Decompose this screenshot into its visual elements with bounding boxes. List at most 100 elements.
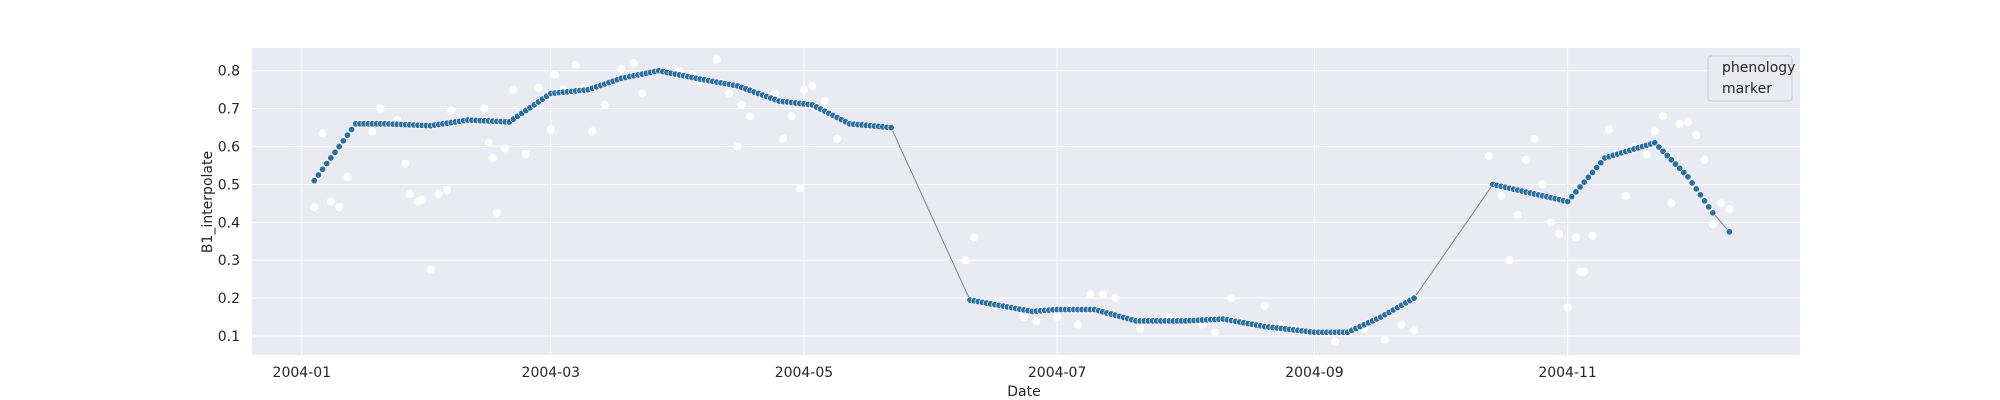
y-tick-label: 0.1 bbox=[218, 329, 240, 345]
marker-point bbox=[546, 125, 555, 134]
marker-point bbox=[799, 85, 808, 94]
marker-point bbox=[737, 100, 746, 109]
marker-point bbox=[534, 83, 543, 92]
y-tick-label: 0.5 bbox=[218, 177, 240, 193]
legend-entry-phenology: phenology bbox=[1722, 60, 1795, 76]
phenology-point bbox=[1671, 160, 1679, 168]
phenology-point bbox=[335, 143, 343, 151]
marker-point bbox=[808, 81, 817, 90]
marker-point bbox=[1621, 191, 1630, 200]
marker-point bbox=[820, 97, 829, 106]
marker-point bbox=[795, 184, 804, 193]
marker-point bbox=[1530, 134, 1539, 143]
marker-point bbox=[509, 85, 518, 94]
marker-point bbox=[550, 70, 559, 79]
phenology-bridge-line bbox=[890, 127, 971, 301]
phenology-point bbox=[1692, 185, 1700, 193]
marker-point bbox=[617, 64, 626, 73]
y-tick-label: 0.3 bbox=[218, 253, 240, 269]
marker-point bbox=[376, 104, 385, 113]
marker-point bbox=[1136, 324, 1145, 333]
y-tick-label: 0.8 bbox=[218, 64, 240, 80]
phenology-point bbox=[1651, 139, 1659, 147]
y-tick-labels: 0.1 0.2 0.3 0.4 0.5 0.6 0.7 0.8 bbox=[218, 64, 240, 345]
marker-point bbox=[1650, 127, 1659, 136]
marker-point bbox=[1260, 301, 1269, 310]
marker-point bbox=[310, 203, 319, 212]
phenology-bridge-line bbox=[1712, 212, 1730, 233]
plot-background bbox=[252, 48, 1800, 355]
phenology-point bbox=[339, 137, 347, 145]
marker-point bbox=[725, 89, 734, 98]
marker-point bbox=[405, 189, 414, 198]
marker-point bbox=[712, 55, 721, 64]
phenology-point bbox=[1659, 147, 1667, 155]
phenology-point bbox=[1696, 191, 1704, 199]
phenology-point bbox=[1588, 168, 1596, 176]
marker-point bbox=[1513, 210, 1522, 219]
phenology-point bbox=[1684, 173, 1692, 181]
phenology-point bbox=[1688, 179, 1696, 187]
phenology-point bbox=[343, 131, 351, 139]
marker-point bbox=[1410, 326, 1419, 335]
marker-point bbox=[1053, 313, 1062, 322]
phenology-point bbox=[1564, 198, 1572, 206]
marker-point bbox=[1546, 218, 1555, 227]
marker-point bbox=[746, 112, 755, 121]
phenology-point bbox=[319, 165, 327, 173]
marker-point bbox=[1555, 229, 1564, 238]
marker-point bbox=[480, 104, 489, 113]
marker-point bbox=[629, 59, 638, 68]
marker-point bbox=[1659, 112, 1668, 121]
phenology-bridge-line bbox=[1413, 184, 1494, 299]
marker-point bbox=[1227, 294, 1236, 303]
x-tick-label: 2004-03 bbox=[522, 365, 581, 381]
marker-point bbox=[588, 127, 597, 136]
marker-point bbox=[1111, 294, 1120, 303]
marker-point bbox=[1098, 290, 1107, 299]
phenology-point bbox=[1676, 164, 1684, 172]
x-tick-label: 2004-11 bbox=[1538, 365, 1597, 381]
marker-point bbox=[833, 134, 842, 143]
marker-point bbox=[1605, 125, 1614, 134]
marker-point bbox=[1571, 233, 1580, 242]
marker-point bbox=[521, 150, 530, 159]
phenology-point bbox=[1705, 203, 1713, 211]
phenology-point bbox=[887, 124, 895, 132]
marker-point bbox=[1505, 256, 1514, 265]
y-axis-label: B1_interpolate bbox=[200, 151, 216, 253]
phenology-markers bbox=[310, 67, 1733, 336]
phenology-point bbox=[1680, 169, 1688, 177]
marker-point bbox=[1086, 290, 1095, 299]
phenology-point bbox=[1580, 178, 1588, 186]
marker-point bbox=[1675, 119, 1684, 128]
phenology-point bbox=[1725, 228, 1733, 236]
marker-point bbox=[1073, 320, 1082, 329]
marker-point bbox=[326, 197, 335, 206]
phenology-point bbox=[1572, 188, 1580, 196]
phenology-point bbox=[327, 154, 335, 162]
y-tick-label: 0.6 bbox=[218, 140, 240, 156]
phenology-point bbox=[1568, 193, 1576, 201]
marker-point bbox=[1032, 316, 1041, 325]
marker-point bbox=[434, 189, 443, 198]
marker-point bbox=[1484, 152, 1493, 161]
phenology-point bbox=[1597, 159, 1605, 167]
marker-point bbox=[600, 100, 609, 109]
marker-point bbox=[961, 256, 970, 265]
marker-point bbox=[733, 142, 742, 151]
y-tick-label: 0.7 bbox=[218, 102, 240, 118]
marker-point bbox=[1380, 335, 1389, 344]
x-tick-labels: 2004-01 2004-03 2004-05 2004-07 2004-09 2004-… bbox=[273, 365, 1597, 381]
marker-point bbox=[1538, 180, 1547, 189]
marker-point bbox=[1497, 191, 1506, 200]
marker-point bbox=[1725, 205, 1734, 214]
marker-point bbox=[1667, 199, 1676, 208]
y-tick-label: 0.4 bbox=[218, 215, 240, 231]
marker-point bbox=[335, 203, 344, 212]
legend-box bbox=[1707, 55, 1793, 102]
marker-point bbox=[401, 159, 410, 168]
marker-point bbox=[571, 61, 580, 70]
phenology-point bbox=[331, 148, 339, 156]
